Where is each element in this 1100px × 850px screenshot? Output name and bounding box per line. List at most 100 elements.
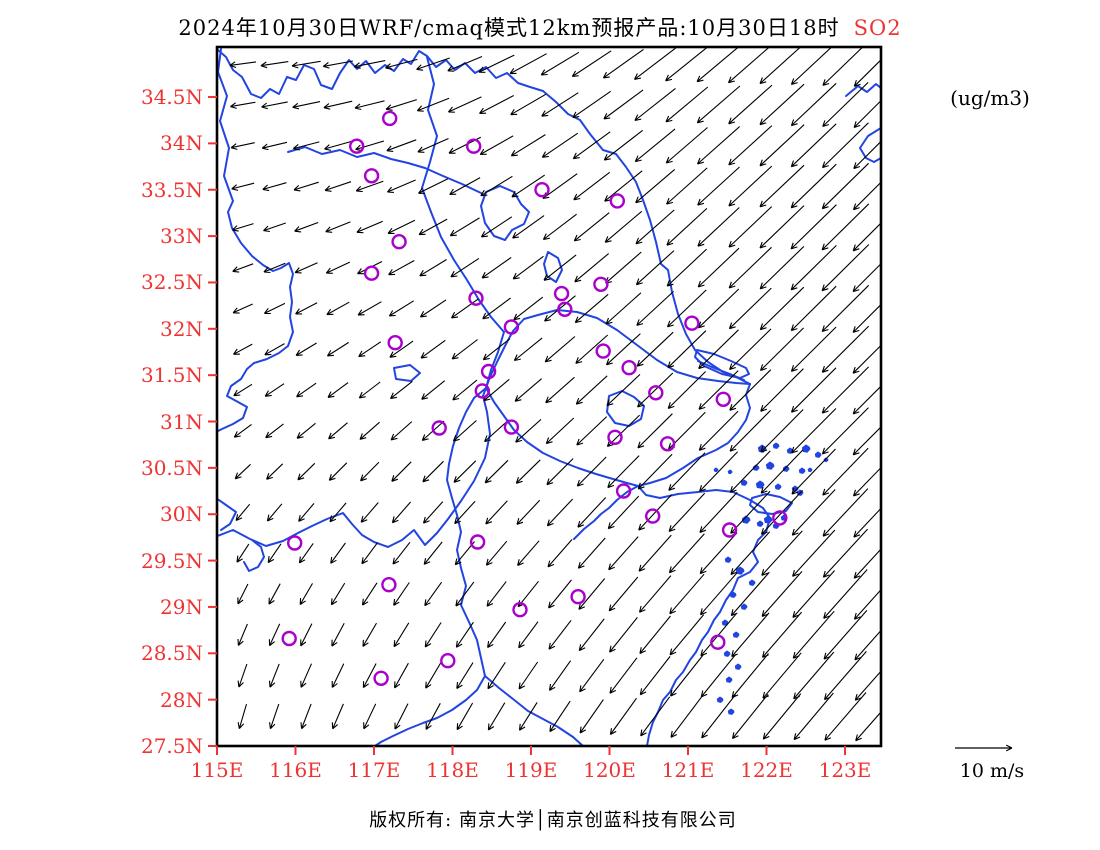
station-marker [659, 436, 676, 452]
wind-arrow [234, 463, 251, 480]
wind-arrow [697, 288, 740, 329]
wind-arrow [299, 583, 313, 605]
wind-arrow [386, 139, 417, 152]
island-shape [740, 479, 748, 486]
wind-arrow [821, 162, 869, 210]
wind-arrow [639, 656, 671, 696]
lon-tick-label: 123E [818, 758, 872, 782]
wind-arrow [577, 497, 607, 528]
lat-tick-label: 27.5N [140, 734, 203, 758]
wind-arrow [390, 421, 413, 441]
wind-arrow [362, 663, 377, 689]
wind-arrow [760, 368, 804, 412]
wind-arrow [761, 571, 803, 618]
wind-arrow [855, 711, 881, 742]
station-marker [721, 522, 738, 538]
wind-arrow [638, 534, 672, 572]
wind-arrow [759, 327, 804, 372]
lon-tick-label: 115E [190, 758, 244, 782]
lat-tick-label: 30N [160, 502, 203, 527]
wind-arrow [392, 541, 411, 565]
wind-arrow [456, 702, 474, 731]
island-shape [748, 579, 756, 586]
wind-arrow [576, 416, 608, 446]
station-marker [595, 343, 611, 359]
wind-arrow [355, 140, 385, 152]
wind-arrow [419, 299, 447, 318]
wind-arrow [544, 295, 576, 322]
wind-arrow [729, 328, 772, 371]
wind-arrow [331, 623, 345, 647]
wind-arrow [571, 50, 612, 78]
wind-arrow [385, 99, 417, 111]
wind-arrow [331, 663, 345, 688]
wind-arrow [515, 459, 541, 484]
wind-arrow [386, 179, 416, 193]
wind-arrow [823, 610, 868, 660]
station-marker [382, 110, 398, 127]
station-marker [512, 602, 528, 618]
wind-arrow [668, 452, 706, 491]
wind-arrow [416, 57, 450, 71]
wind-arrow [484, 459, 509, 484]
island-shape [801, 444, 811, 453]
wind-arrow [390, 380, 413, 400]
wind-arrow [482, 297, 511, 320]
wind-arrow [823, 569, 868, 619]
wind-arrow [356, 220, 383, 234]
lat-tick-label: 34.5N [140, 85, 203, 110]
wind-arrow [790, 82, 837, 127]
station-marker [621, 360, 637, 376]
station-marker [607, 429, 623, 445]
wind-arrow [264, 343, 285, 356]
wind-arrow [573, 212, 610, 242]
island-shape [814, 451, 822, 458]
wind-arrow [759, 47, 802, 85]
wind-arrow [478, 54, 515, 73]
lat-tick-label: 29.5N [140, 548, 203, 573]
wind-arrow [576, 456, 607, 487]
coastline-border-path [637, 383, 771, 746]
wind-arrow [609, 657, 638, 694]
wind-arrow [362, 622, 377, 647]
wind-arrow [262, 182, 287, 192]
wind-arrow [572, 131, 611, 160]
wind-arrow [268, 623, 281, 647]
island-shape [723, 650, 731, 657]
wind-arrow [324, 181, 352, 192]
wind-arrow [361, 582, 378, 606]
wind-arrow [669, 614, 705, 656]
wind-arrow [605, 333, 641, 366]
wind-arrow [852, 385, 881, 415]
wind-arrow [329, 502, 347, 523]
station-marker [363, 168, 380, 184]
wind-arrow [328, 422, 348, 440]
wind-arrow [237, 703, 248, 729]
wind-arrow [670, 694, 704, 738]
wind-arrow [853, 507, 881, 538]
wind-arrow [759, 124, 805, 167]
wind-arrow [731, 653, 769, 699]
wind-arrow [393, 622, 410, 648]
wind-arrow [603, 89, 644, 120]
axis-ticks [208, 96, 846, 755]
coastline-border-path [573, 485, 639, 540]
wind-arrow [480, 216, 513, 238]
wind-arrow [608, 536, 639, 571]
wind-arrow [698, 370, 739, 410]
island-shape [725, 676, 733, 683]
wind-arrow [265, 423, 284, 439]
wind-arrow [264, 383, 285, 397]
island-shape [823, 457, 829, 463]
wind-arrow [729, 450, 771, 493]
wind-arrow [574, 253, 610, 283]
coastline-border-path [243, 539, 265, 572]
wind-arrow [822, 488, 869, 537]
island-shape [741, 515, 751, 524]
wind-arrow [635, 209, 675, 245]
island-shape [734, 663, 742, 670]
wind-arrow [791, 408, 837, 454]
wind-arrow [323, 100, 353, 110]
wind-arrow [822, 82, 869, 128]
